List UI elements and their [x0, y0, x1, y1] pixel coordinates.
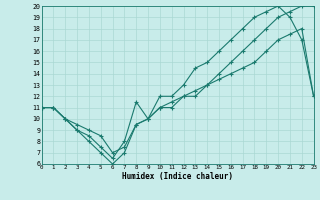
X-axis label: Humidex (Indice chaleur): Humidex (Indice chaleur): [122, 172, 233, 181]
